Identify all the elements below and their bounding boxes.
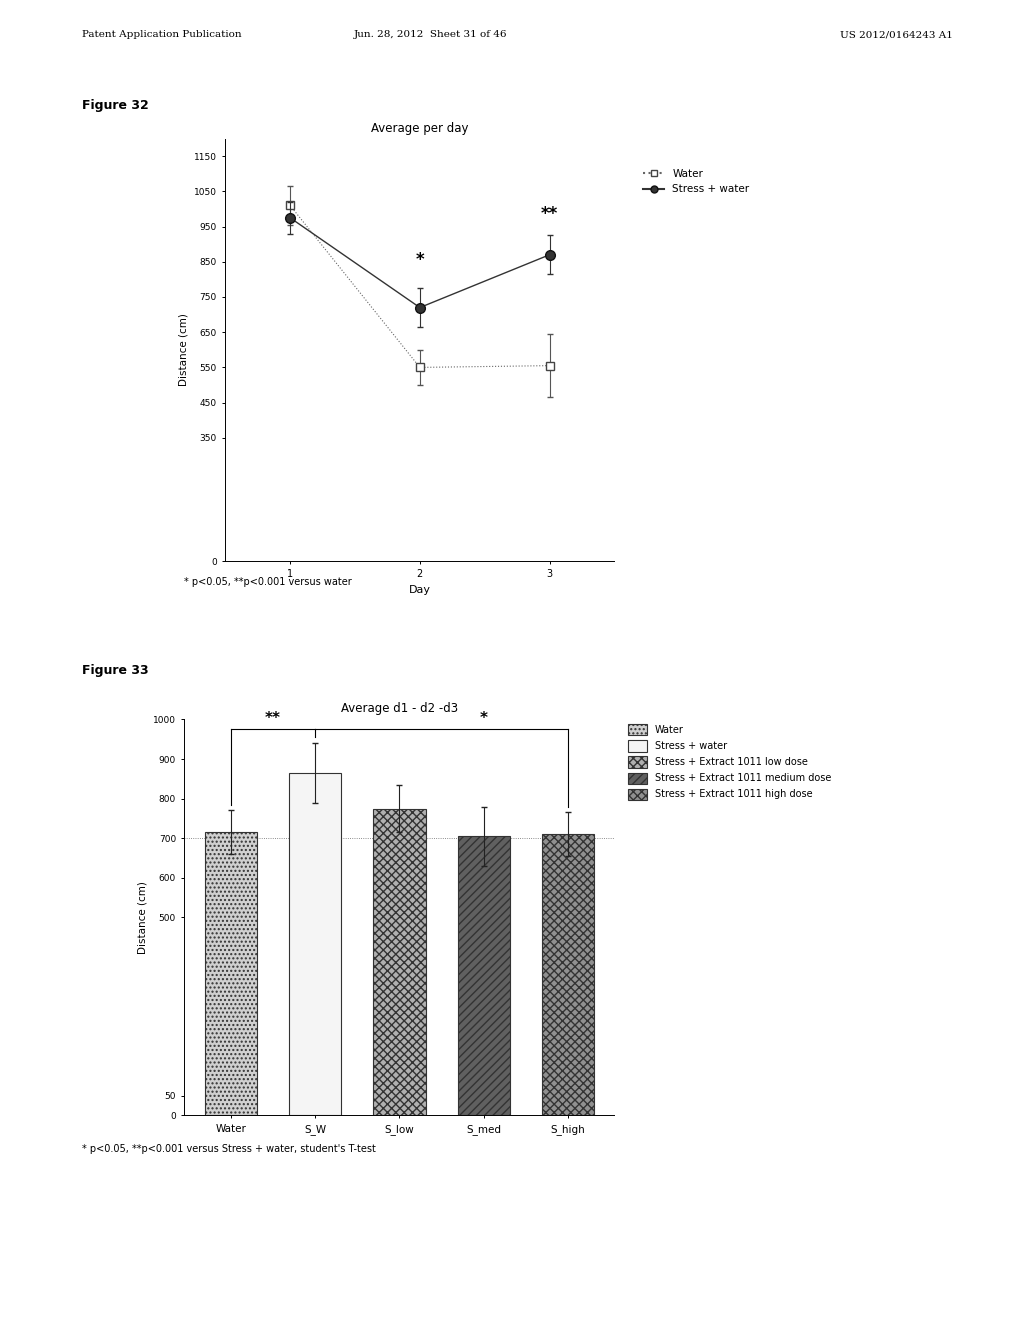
Bar — [289, 774, 341, 1115]
Y-axis label: Distance (cm): Distance (cm) — [137, 880, 147, 954]
Bar — [205, 833, 257, 1115]
Text: Patent Application Publication: Patent Application Publication — [82, 30, 242, 40]
Text: **: ** — [265, 711, 281, 726]
Bar — [373, 808, 426, 1115]
Text: *: * — [479, 711, 487, 726]
Legend: Water, Stress + water, Stress + Extract 1011 low dose, Stress + Extract 1011 med: Water, Stress + water, Stress + Extract … — [628, 725, 831, 800]
Y-axis label: Distance (cm): Distance (cm) — [178, 313, 188, 387]
Text: **: ** — [541, 205, 558, 223]
Title: Average per day: Average per day — [371, 121, 469, 135]
Title: Average d1 - d2 -d3: Average d1 - d2 -d3 — [341, 702, 458, 715]
Text: Figure 33: Figure 33 — [82, 664, 148, 677]
Text: * p<0.05, **p<0.001 versus water: * p<0.05, **p<0.001 versus water — [184, 577, 352, 587]
Text: Figure 32: Figure 32 — [82, 99, 148, 112]
Bar — [458, 837, 510, 1115]
X-axis label: Day: Day — [409, 585, 431, 595]
Bar — [542, 834, 594, 1115]
Text: *: * — [416, 251, 424, 269]
Text: * p<0.05, **p<0.001 versus Stress + water, student's T-test: * p<0.05, **p<0.001 versus Stress + wate… — [82, 1144, 376, 1155]
Text: Jun. 28, 2012  Sheet 31 of 46: Jun. 28, 2012 Sheet 31 of 46 — [353, 30, 507, 40]
Legend: Water, Stress + water: Water, Stress + water — [639, 165, 754, 198]
Text: US 2012/0164243 A1: US 2012/0164243 A1 — [840, 30, 952, 40]
